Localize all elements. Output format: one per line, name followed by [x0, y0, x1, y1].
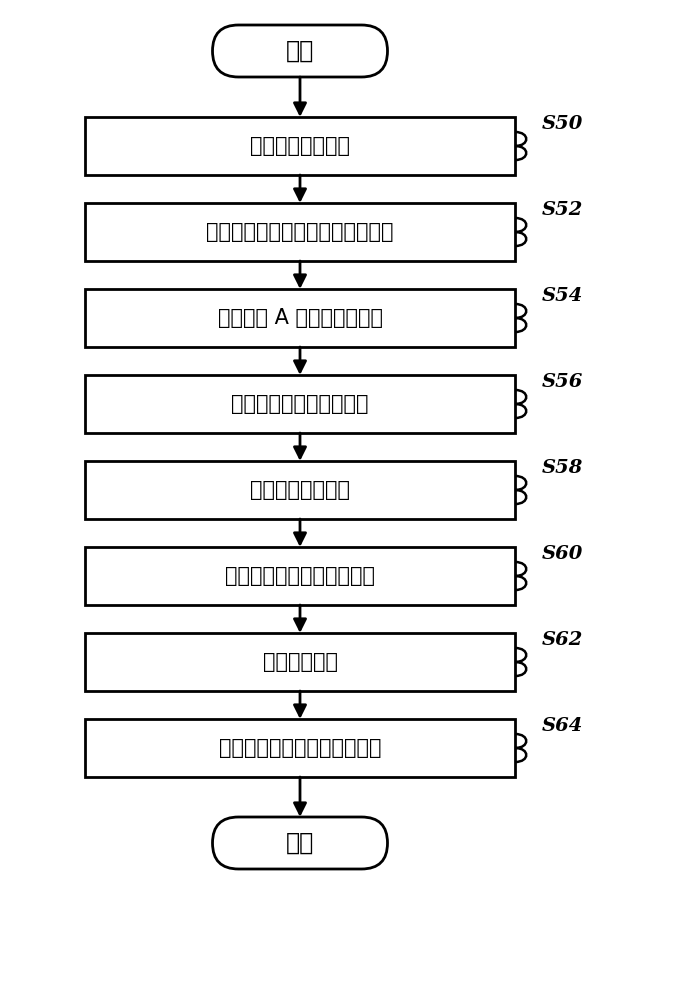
Bar [85, 719, 515, 777]
Text: 应用程序 A 接收指令或命令: 应用程序 A 接收指令或命令 [217, 308, 383, 328]
Text: S52: S52 [542, 201, 584, 219]
Text: S64: S64 [542, 717, 584, 735]
Bar [85, 117, 515, 175]
Text: S56: S56 [542, 373, 584, 391]
Text: 开始: 开始 [286, 39, 314, 63]
Text: 传送执行结果至操作系统核心: 传送执行结果至操作系统核心 [219, 738, 381, 758]
Bar [85, 461, 515, 519]
Text: 架构两个操作系统: 架构两个操作系统 [250, 136, 350, 156]
FancyBboxPatch shape [212, 25, 387, 77]
Bar [85, 547, 515, 605]
Text: 读取执行结果: 读取执行结果 [262, 652, 338, 672]
Text: S54: S54 [542, 287, 584, 305]
Text: S60: S60 [542, 545, 584, 563]
Text: 呼叫及传送程序码: 呼叫及传送程序码 [250, 480, 350, 500]
Bar [85, 203, 515, 261]
Text: S50: S50 [542, 115, 584, 133]
Bar [85, 633, 515, 691]
Text: 在各自的操作系统中执行应用程序: 在各自的操作系统中执行应用程序 [206, 222, 394, 242]
FancyBboxPatch shape [212, 817, 387, 869]
Text: 转换指令或命令为程序码: 转换指令或命令为程序码 [232, 394, 368, 414]
Bar [85, 289, 515, 347]
Text: S58: S58 [542, 459, 584, 477]
Text: 执行程序码及存放执行结果: 执行程序码及存放执行结果 [225, 566, 375, 586]
Bar [85, 375, 515, 433]
Text: S62: S62 [542, 631, 584, 649]
Text: 结束: 结束 [286, 831, 314, 855]
